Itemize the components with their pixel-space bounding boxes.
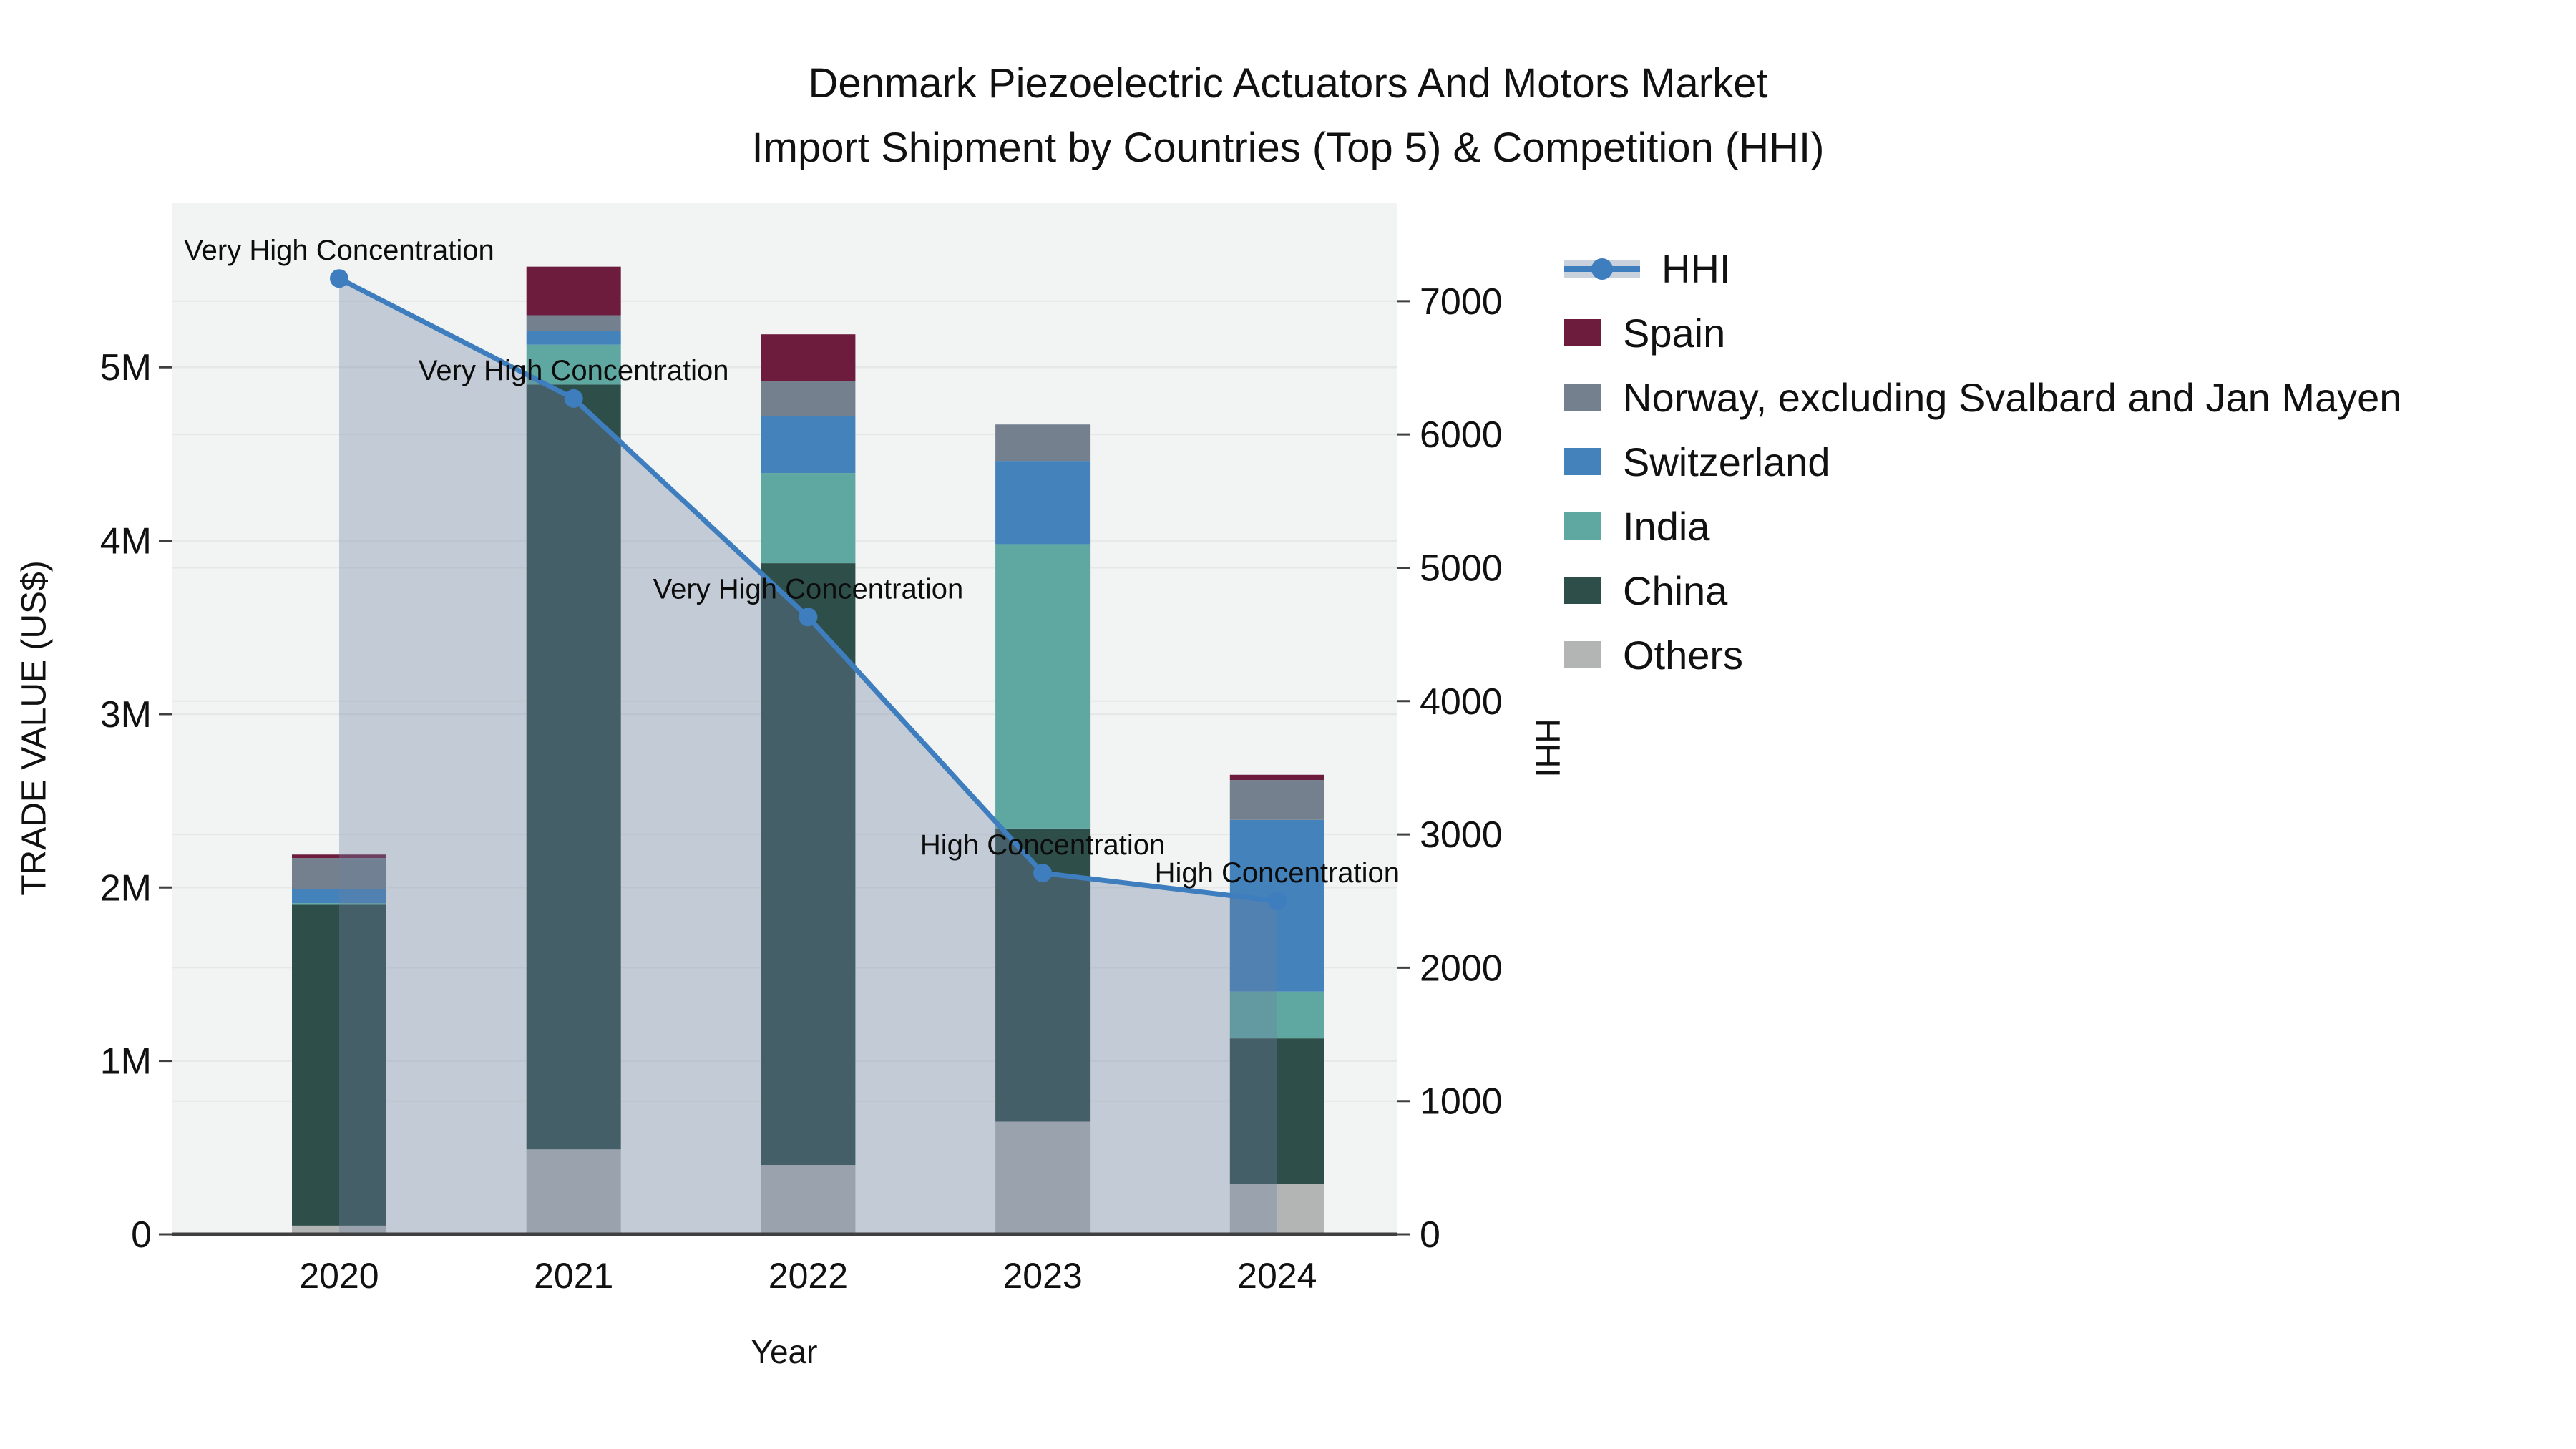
legend-item-norway[interactable]: Norway, excluding Svalbard and Jan Mayen bbox=[1564, 365, 2566, 429]
x-tick-label-2021: 2021 bbox=[534, 1256, 613, 1296]
y-axis-left-title: TRADE VALUE (US$) bbox=[15, 560, 54, 896]
y-right-tick-label: 0 bbox=[1420, 1214, 1440, 1256]
chart-title-line1: Denmark Piezoelectric Actuators And Moto… bbox=[808, 60, 1768, 107]
bar-segment-switzerland-2022[interactable] bbox=[761, 416, 856, 474]
annotation-label-2023: High Concentration bbox=[920, 829, 1165, 861]
bar-segment-others-2024[interactable] bbox=[1229, 1184, 1324, 1234]
chart-title-line2: Import Shipment by Countries (Top 5) & C… bbox=[751, 125, 1825, 171]
bar-segment-switzerland-2021[interactable] bbox=[526, 331, 621, 345]
legend: HHI Spain Norway, excluding Svalbard and J… bbox=[1564, 236, 2566, 687]
bar-segment-switzerland-2020[interactable] bbox=[292, 889, 386, 904]
y-axis-right-title: HHI bbox=[1528, 718, 1566, 778]
legend-swatch-icon bbox=[1564, 641, 1601, 668]
legend-swatch-icon bbox=[1564, 577, 1601, 604]
bar-segment-india-2023[interactable] bbox=[995, 544, 1091, 829]
bar-segment-spain-2020[interactable] bbox=[292, 854, 386, 859]
bar-segment-norway-2021[interactable] bbox=[526, 315, 621, 331]
bar-segment-norway-2022[interactable] bbox=[761, 381, 856, 416]
bar-segment-india-2021[interactable] bbox=[526, 344, 621, 385]
y-right-tick-label: 6000 bbox=[1420, 414, 1503, 456]
y-left-tick-label: 2M bbox=[100, 867, 152, 909]
y-left-tick-label: 1M bbox=[100, 1041, 152, 1083]
legend-label: Spain bbox=[1623, 310, 1726, 356]
bar-segment-others-2022[interactable] bbox=[761, 1165, 856, 1234]
bar-segment-norway-2020[interactable] bbox=[292, 858, 386, 889]
hhi-marker-2024[interactable] bbox=[1267, 892, 1287, 911]
legend-swatch-icon bbox=[1564, 384, 1601, 411]
legend-label: Norway, excluding Svalbard and Jan Mayen bbox=[1623, 374, 2402, 420]
x-tick-label-2023: 2023 bbox=[1002, 1256, 1082, 1296]
legend-label: China bbox=[1623, 567, 1728, 613]
legend-item-hhi[interactable]: HHI bbox=[1564, 236, 2566, 301]
bar-segment-china-2021[interactable] bbox=[526, 384, 621, 1150]
legend-swatch-icon bbox=[1564, 448, 1601, 475]
bar-segment-china-2022[interactable] bbox=[761, 563, 856, 1166]
y-right-tick-label: 2000 bbox=[1420, 947, 1503, 989]
legend-item-china[interactable]: China bbox=[1564, 558, 2566, 623]
bar-segment-switzerland-2023[interactable] bbox=[995, 461, 1091, 545]
legend-label: HHI bbox=[1662, 245, 1731, 291]
chart-title: Denmark Piezoelectric Actuators And Moto… bbox=[0, 52, 2576, 180]
hhi-marker-2022[interactable] bbox=[799, 608, 818, 627]
y-left-tick-label: 0 bbox=[131, 1214, 152, 1256]
bar-segment-others-2021[interactable] bbox=[526, 1149, 621, 1234]
y-left-tick-label: 4M bbox=[100, 521, 152, 562]
legend-label: India bbox=[1623, 503, 1710, 549]
bar-segment-china-2024[interactable] bbox=[1229, 1038, 1324, 1184]
bar-segment-india-2020[interactable] bbox=[292, 903, 386, 905]
legend-item-others[interactable]: Others bbox=[1564, 623, 2566, 687]
y-right-tick-label: 3000 bbox=[1420, 814, 1503, 856]
hhi-area-fill bbox=[339, 278, 1277, 1234]
bar-segment-china-2020[interactable] bbox=[292, 904, 386, 1226]
x-tick-label-2020: 2020 bbox=[299, 1256, 379, 1296]
bar-segment-others-2020[interactable] bbox=[292, 1225, 386, 1234]
legend-item-switzerland[interactable]: Switzerland bbox=[1564, 429, 2566, 494]
bar-segment-others-2023[interactable] bbox=[995, 1121, 1091, 1234]
y-left-tick-label: 5M bbox=[100, 347, 152, 389]
bar-segment-spain-2024[interactable] bbox=[1229, 774, 1324, 781]
y-right-tick-label: 4000 bbox=[1420, 681, 1503, 723]
x-tick-label-2022: 2022 bbox=[769, 1256, 848, 1296]
bar-segment-india-2022[interactable] bbox=[761, 473, 856, 564]
y-left-tick-label: 3M bbox=[100, 694, 152, 736]
hhi-marker-2021[interactable] bbox=[564, 389, 583, 408]
legend-label: Switzerland bbox=[1623, 439, 1830, 484]
hhi-line-sample-icon bbox=[1564, 255, 1640, 282]
bar-segment-norway-2023[interactable] bbox=[995, 424, 1091, 462]
y-right-tick-label: 7000 bbox=[1420, 281, 1503, 323]
bar-segment-spain-2022[interactable] bbox=[761, 334, 856, 381]
annotation-label-2024: High Concentration bbox=[1155, 857, 1400, 889]
x-axis-title: Year bbox=[751, 1333, 818, 1370]
y-right-tick-label: 5000 bbox=[1420, 547, 1503, 589]
bar-segment-india-2024[interactable] bbox=[1229, 991, 1324, 1039]
legend-swatch-icon bbox=[1564, 319, 1601, 346]
bar-segment-spain-2021[interactable] bbox=[526, 266, 621, 316]
hhi-marker-2020[interactable] bbox=[330, 269, 348, 288]
legend-swatch-icon bbox=[1564, 512, 1601, 540]
annotation-label-2020: Very High Concentration bbox=[184, 235, 494, 266]
legend-item-india[interactable]: India bbox=[1564, 494, 2566, 558]
bar-segment-norway-2024[interactable] bbox=[1229, 780, 1324, 820]
annotation-label-2022: Very High Concentration bbox=[653, 573, 964, 605]
legend-item-spain[interactable]: Spain bbox=[1564, 301, 2566, 365]
annotation-label-2021: Very High Concentration bbox=[419, 355, 729, 386]
legend-label: Others bbox=[1623, 632, 1744, 678]
y-right-tick-label: 1000 bbox=[1420, 1081, 1503, 1123]
hhi-marker-2023[interactable] bbox=[1033, 864, 1053, 883]
x-tick-label-2024: 2024 bbox=[1237, 1256, 1317, 1296]
